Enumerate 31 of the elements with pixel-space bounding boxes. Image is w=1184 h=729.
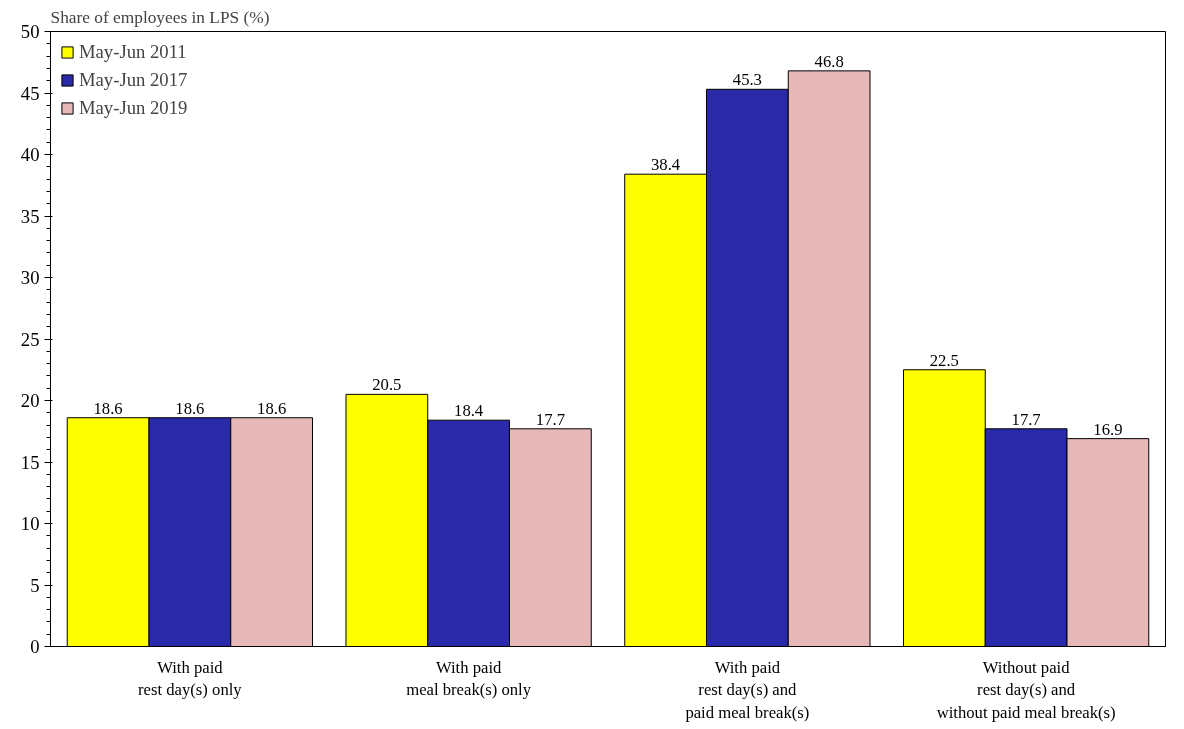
y-tick-label: 40 bbox=[20, 144, 40, 165]
data-label: 16.9 bbox=[1093, 419, 1123, 439]
data-label: 46.8 bbox=[814, 51, 844, 71]
y-tick-label: 5 bbox=[30, 574, 40, 596]
x-tick-label: With paid meal break(s) only bbox=[406, 657, 532, 700]
legend-label: May-Jun 2017 bbox=[79, 69, 188, 91]
data-label: 18.4 bbox=[454, 401, 484, 421]
y-tick-label: 50 bbox=[20, 21, 40, 42]
x-tick-label: With paid rest day(s) and paid meal break(s) bbox=[685, 657, 810, 723]
y-tick-label: 35 bbox=[20, 205, 40, 227]
y-tick-label: 15 bbox=[20, 451, 40, 473]
data-label: 45.3 bbox=[732, 70, 762, 90]
data-label: 18.6 bbox=[175, 398, 205, 418]
y-tick-label: 25 bbox=[20, 328, 40, 350]
data-label: 17.7 bbox=[1011, 409, 1041, 429]
y-tick-label: 20 bbox=[20, 390, 40, 411]
data-label: 18.6 bbox=[257, 398, 287, 418]
data-label: 38.4 bbox=[651, 155, 681, 175]
data-label: 17.7 bbox=[535, 409, 565, 429]
data-label: 20.5 bbox=[372, 375, 402, 395]
y-axis-title: Share of employees in LPS (%) bbox=[50, 7, 270, 27]
y-tick-label: 0 bbox=[30, 636, 40, 657]
x-tick-label: With paid rest day(s) only bbox=[138, 657, 243, 700]
data-label: 22.5 bbox=[929, 350, 959, 370]
legend-label: May-Jun 2019 bbox=[79, 97, 188, 119]
legend-label: May-Jun 2011 bbox=[79, 41, 187, 63]
data-label: 18.6 bbox=[93, 398, 123, 418]
x-tick-label: Without paid rest day(s) and without paid meal break(s) bbox=[936, 657, 1116, 723]
y-tick-label: 45 bbox=[20, 82, 40, 104]
y-tick-label: 30 bbox=[20, 267, 40, 288]
y-tick-label: 10 bbox=[20, 513, 40, 534]
